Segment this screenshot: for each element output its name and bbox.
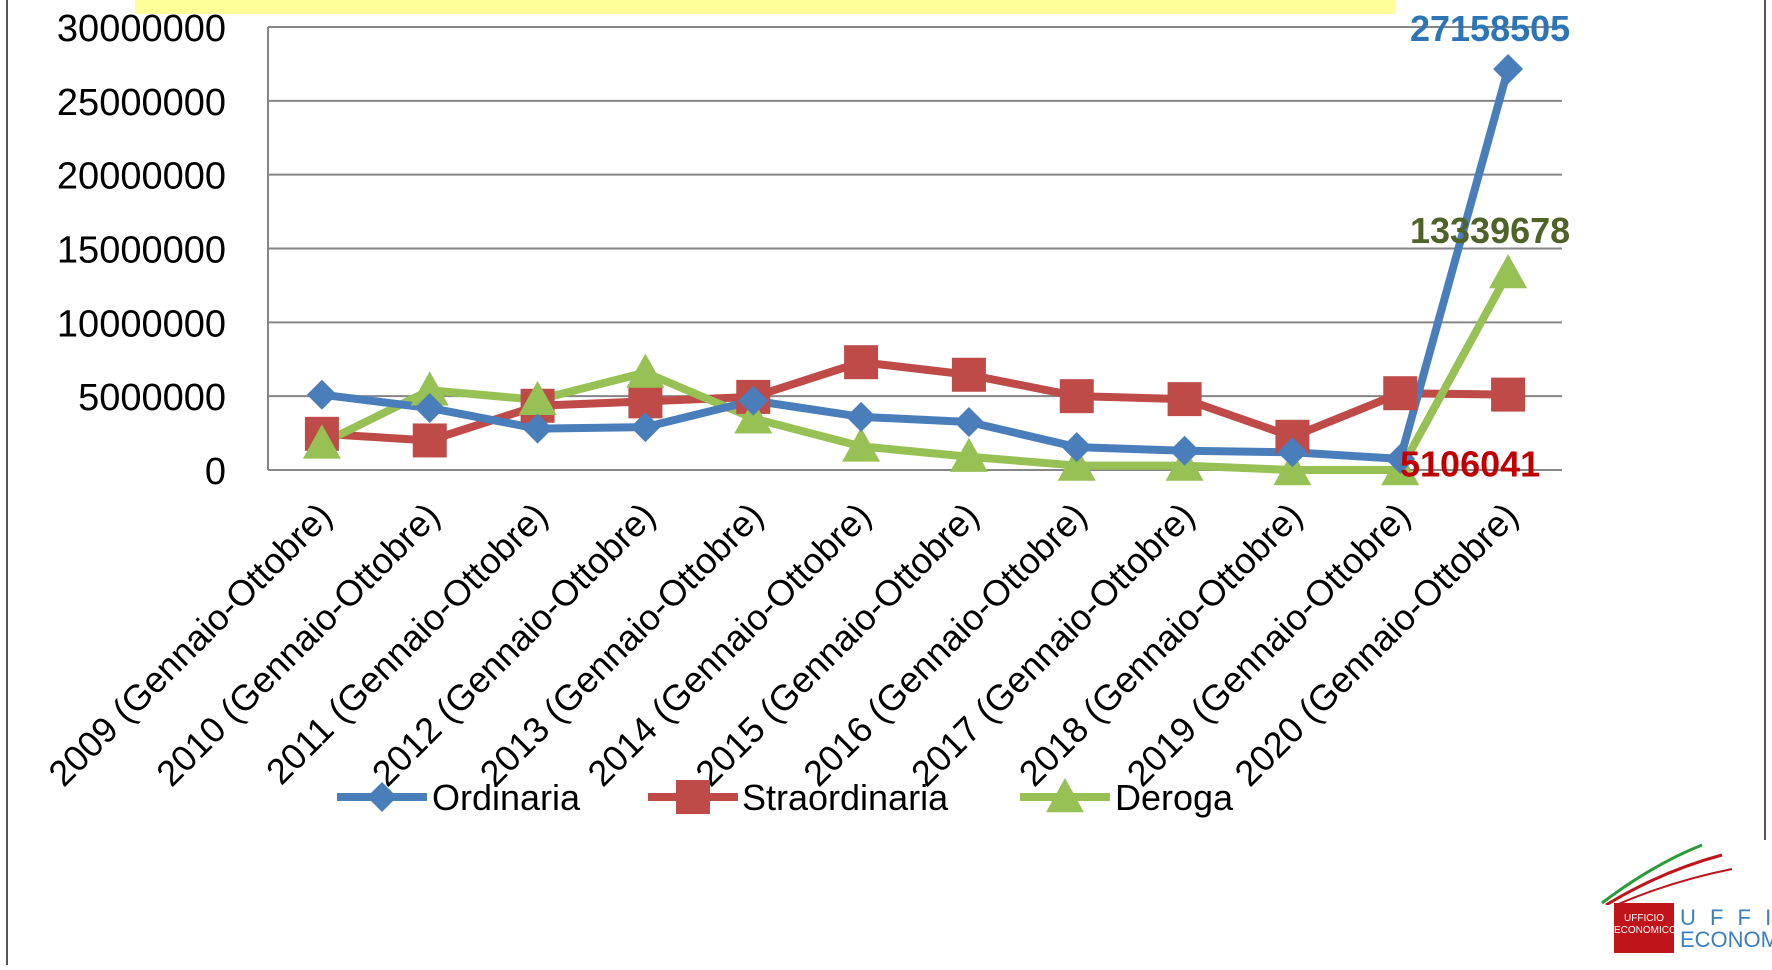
y-tick-label: 10000000 <box>57 303 226 345</box>
logo-box-text-2: ECONOMICO <box>1614 925 1677 936</box>
data-label-straordinaria: 5106041 <box>1400 444 1540 485</box>
data-point-triangle <box>1273 451 1312 486</box>
logo-red-box: UFFICIO ECONOMICO <box>1614 903 1677 953</box>
data-point-triangle <box>842 427 881 462</box>
logo-swoosh-icon <box>1601 843 1733 905</box>
data-point-diamond <box>846 401 877 432</box>
data-point-diamond <box>630 412 661 443</box>
legend: Ordinaria Straordinaria Deroga <box>337 777 1234 818</box>
legend-label-deroga: Deroga <box>1115 777 1234 818</box>
logo-text-ufficio: U F F I C <box>1680 905 1772 930</box>
series-line-deroga <box>320 271 1512 474</box>
y-tick-label: 20000000 <box>57 156 226 198</box>
logo-box-text-1: UFFICIO <box>1624 913 1664 924</box>
data-point-triangle <box>626 353 665 388</box>
y-axis: 0 5000000 10000000 15000000 20000000 25000000… <box>57 8 269 493</box>
data-point-diamond <box>1061 432 1092 463</box>
data-point-triangle <box>1057 446 1096 481</box>
legend-label-straordinaria: Straordinaria <box>742 777 949 818</box>
series-group <box>302 53 1528 486</box>
y-tick-label: 30000000 <box>57 8 226 50</box>
data-point-diamond <box>522 413 553 444</box>
data-point-triangle <box>518 380 557 416</box>
data-point-square <box>1059 379 1094 414</box>
data-point-triangle <box>1489 254 1528 289</box>
data-point-triangle <box>302 424 341 459</box>
y-tick-label: 25000000 <box>57 82 226 124</box>
data-point-diamond <box>953 407 984 438</box>
data-label-ordinaria: 27158505 <box>1410 8 1570 49</box>
data-point-diamond <box>1169 435 1200 466</box>
data-point-triangle <box>1046 778 1084 813</box>
data-point-diamond <box>1277 437 1308 468</box>
data-point-square <box>844 345 879 380</box>
y-tick-label: 15000000 <box>57 230 226 272</box>
data-labels: 27158505 5106041 13339678 <box>1400 8 1570 485</box>
data-point-square <box>1383 376 1418 411</box>
data-point-diamond <box>414 392 445 423</box>
data-point-diamond <box>1385 443 1416 474</box>
data-point-diamond <box>738 385 769 416</box>
x-axis: 2009 (Gennaio-Ottobre)2010 (Gennaio-Otto… <box>40 495 1525 794</box>
data-point-square <box>412 423 447 458</box>
data-point-triangle <box>734 399 773 434</box>
data-point-square <box>1491 377 1526 412</box>
data-label-deroga: 13339678 <box>1410 210 1570 251</box>
data-point-square <box>676 780 710 814</box>
legend-label-ordinaria: Ordinaria <box>432 777 581 818</box>
data-point-square <box>1167 382 1202 417</box>
data-point-triangle <box>949 437 988 472</box>
data-point-diamond <box>1493 53 1524 84</box>
data-point-diamond <box>367 782 397 812</box>
y-tick-label: 5000000 <box>78 377 226 419</box>
series-line-straordinaria <box>321 358 1509 445</box>
ufficio-economico-logo: UFFICIO ECONOMICO U F F I C ECONOM <box>1592 825 1772 965</box>
y-tick-label: 0 <box>205 451 226 493</box>
logo-text-economico: ECONOM <box>1680 927 1772 952</box>
data-point-triangle <box>410 371 449 406</box>
title-highlight-bar <box>135 0 1395 14</box>
data-point-diamond <box>306 379 337 410</box>
data-point-square <box>951 357 986 392</box>
series-line-ordinaria <box>321 67 1512 463</box>
